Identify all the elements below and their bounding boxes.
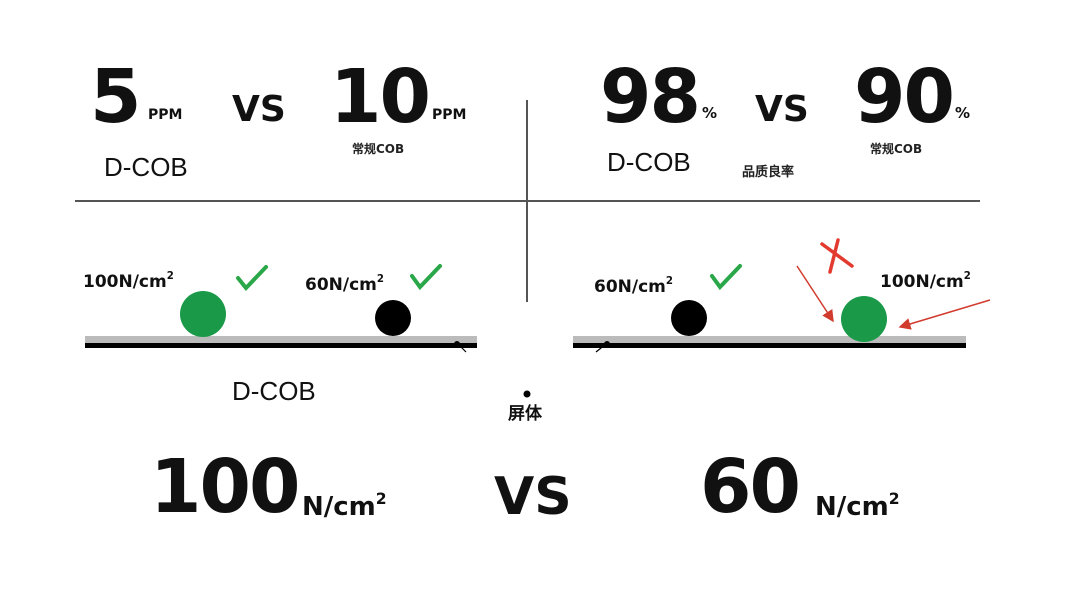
- top-right-yield-label: 品质良率: [742, 165, 795, 180]
- top-left-unit-dcob: PPM: [148, 107, 183, 123]
- left-check-icon-1: [236, 265, 268, 292]
- bottom-value-right: 60: [700, 444, 801, 530]
- top-right-unit-dcob: %: [702, 104, 718, 122]
- left-surface-black: [85, 343, 477, 348]
- diagram-dcob-label: D-COB: [232, 376, 316, 406]
- right-force-label-1: 60N/cm2: [594, 276, 673, 297]
- left-pointer-line: [457, 343, 467, 353]
- center-dot: [523, 390, 531, 398]
- screen-body-label: 屏体: [508, 404, 542, 424]
- right-black-ball: [671, 300, 707, 336]
- top-right-unit-regular: %: [955, 104, 971, 122]
- top-right-value-dcob: 98: [600, 54, 701, 140]
- left-check-icon-2: [410, 264, 442, 291]
- top-left-value-regular: 10: [330, 54, 431, 140]
- right-arrow-2: [898, 299, 991, 330]
- top-right-regular-label: 常规COB: [870, 142, 923, 156]
- right-pointer-line: [595, 343, 607, 353]
- top-left-regular-label: 常规COB: [352, 142, 405, 156]
- top-right-vs: VS: [755, 89, 809, 130]
- vertical-divider: [526, 100, 528, 302]
- top-right-value-regular: 90: [854, 54, 955, 140]
- bottom-unit-right: N/cm2: [815, 490, 900, 522]
- left-surface-gray: [85, 336, 477, 343]
- right-surface-gray: [573, 336, 966, 343]
- top-left-vs: VS: [232, 89, 286, 130]
- right-arrow-1: [796, 265, 834, 323]
- bottom-value-left: 100: [150, 444, 300, 530]
- right-force-label-2: 100N/cm2: [880, 271, 971, 292]
- left-force-label-2: 60N/cm2: [305, 274, 384, 295]
- left-surface-dot: [454, 341, 460, 347]
- bottom-vs: VS: [494, 467, 572, 527]
- right-check-icon: [710, 264, 742, 291]
- top-left-dcob-label: D-COB: [104, 152, 188, 182]
- top-left-unit-regular: PPM: [432, 107, 467, 123]
- top-left-value-dcob: 5: [90, 54, 141, 140]
- right-cross-icon: [820, 238, 854, 274]
- left-green-ball: [180, 291, 226, 337]
- left-black-ball: [375, 300, 411, 336]
- right-green-ball: [841, 296, 887, 342]
- bottom-unit-left: N/cm2: [302, 490, 387, 522]
- right-surface-dot: [604, 341, 610, 347]
- left-force-label-1: 100N/cm2: [83, 271, 174, 292]
- top-right-dcob-label: D-COB: [607, 147, 691, 177]
- right-surface-black: [573, 343, 966, 348]
